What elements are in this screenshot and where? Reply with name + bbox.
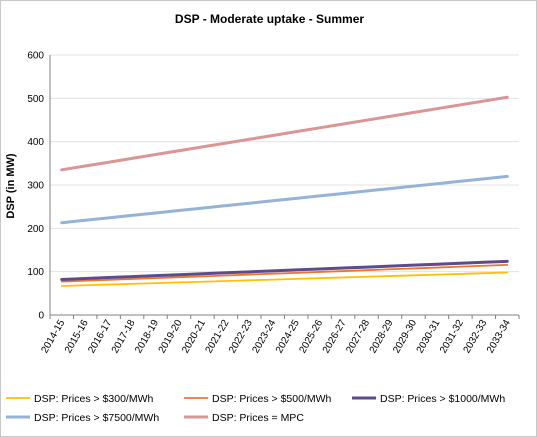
series-line-2: [60, 264, 509, 283]
series-line-3: [60, 259, 509, 281]
legend-item: DSP: Prices > $300/MWh: [6, 393, 153, 405]
y-tick-label: 200: [27, 224, 44, 235]
series-line-1: [60, 271, 509, 287]
series-line-4: [60, 174, 509, 225]
legend-label: DSP: Prices > $300/MWh: [34, 393, 153, 405]
y-tick-label: 300: [27, 181, 44, 192]
y-tick-label: 100: [27, 267, 44, 278]
legend-item: DSP: Prices > $500/MWh: [184, 393, 331, 405]
y-axis-label: DSP (in MW): [5, 153, 17, 219]
series-line-5: [60, 95, 509, 172]
legend-label: DSP: Prices = MPC: [212, 412, 304, 424]
chart-title: DSP - Moderate uptake - Summer: [174, 12, 365, 26]
y-tick-label: 400: [27, 137, 44, 148]
legend-item: DSP: Prices = MPC: [184, 412, 304, 424]
x-tick-label: 2033-34: [485, 318, 513, 356]
y-tick-label: 500: [27, 94, 44, 105]
legend-label: DSP: Prices > $1000/MWh: [380, 393, 505, 405]
legend-label: DSP: Prices > $7500/MWh: [34, 412, 159, 424]
y-tick-label: 600: [27, 51, 44, 62]
y-tick-label: 0: [38, 311, 44, 322]
legend-item: DSP: Prices > $1000/MWh: [352, 393, 505, 405]
legend-item: DSP: Prices > $7500/MWh: [6, 412, 159, 424]
legend-label: DSP: Prices > $500/MWh: [212, 393, 331, 405]
